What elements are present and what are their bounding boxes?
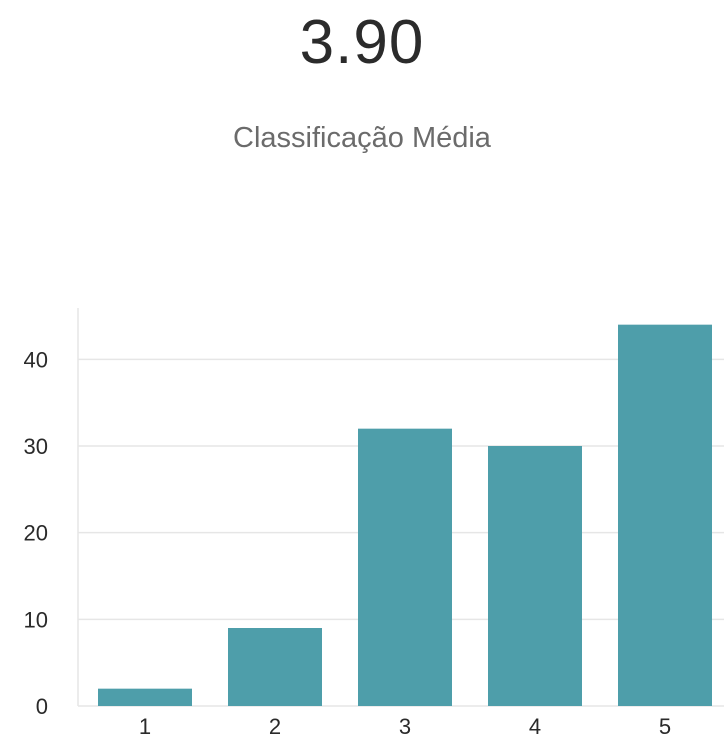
average-rating-label: Classificação Média [0,118,724,158]
rating-distribution-chart: 0 10 20 30 40 1 2 3 4 5 [0,300,724,745]
x-tick-label: 2 [269,714,281,739]
y-tick-label: 20 [24,521,48,546]
x-tick-label: 4 [529,714,541,739]
y-tick-label: 0 [36,694,48,719]
y-tick-label: 30 [24,434,48,459]
bar [228,628,322,706]
average-rating-value: 3.90 [0,8,724,78]
x-tick-label: 1 [139,714,151,739]
y-tick-label: 40 [24,347,48,372]
bar [618,325,712,706]
x-tick-label: 3 [399,714,411,739]
bar [488,446,582,706]
x-tick-label: 5 [659,714,671,739]
bar [358,429,452,706]
bar [98,689,192,706]
y-tick-label: 10 [24,607,48,632]
